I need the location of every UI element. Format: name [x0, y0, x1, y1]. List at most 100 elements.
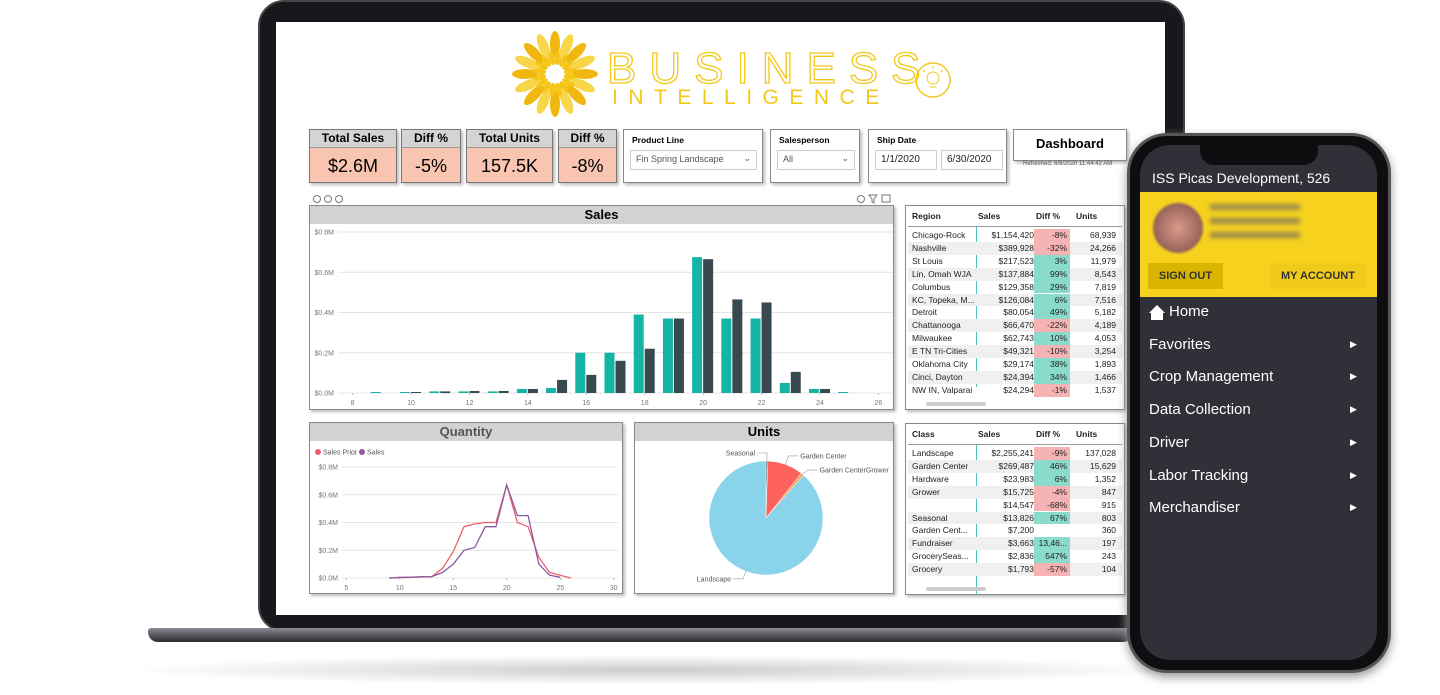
my-account-button[interactable]: MY ACCOUNT	[1270, 263, 1366, 289]
refreshed: Refreshed: 6/8/2020 11:44:42 AM	[1023, 161, 1113, 167]
menu-item[interactable]: Driver	[1149, 433, 1189, 451]
menu-item[interactable]: Favorites	[1149, 335, 1211, 353]
logo-petal	[535, 78, 548, 88]
table-cell: $23,983	[1003, 473, 1034, 484]
dropdown-value: All	[783, 154, 794, 164]
column-header: Sales	[978, 429, 1001, 439]
x-tick-label: 20	[503, 585, 511, 592]
legend-label: Sales Prior	[323, 450, 358, 457]
legend-marker	[315, 449, 321, 455]
bar	[673, 318, 684, 393]
menu-item[interactable]: Home	[1169, 303, 1210, 320]
menu-arrow: ▶	[1350, 469, 1357, 480]
menu-item[interactable]: Labor Tracking	[1149, 466, 1249, 484]
table-cell: 197	[1101, 538, 1116, 549]
bar	[557, 379, 568, 393]
table-cell: Chattanooga	[912, 320, 961, 331]
bar	[516, 388, 527, 393]
quantity-card: Quantity $0.0M $0.2M $0.4M $0.6M $0.8M 5 10 15 20…	[309, 422, 623, 594]
bar	[721, 318, 732, 393]
y-tick-label: $0.6M	[315, 270, 335, 277]
table-cell: 4,189	[1094, 320, 1116, 331]
table-cell: -32%	[1034, 241, 1070, 255]
date-input[interactable]: 6/30/2020	[941, 150, 1003, 170]
x-tick-label: 25	[556, 585, 564, 592]
logo-petal	[536, 34, 551, 59]
units-chart: Seasonal Garden Center Garden CenterGrower…	[697, 451, 890, 584]
header-rule	[908, 226, 1122, 227]
table-cell: $3,663	[1008, 538, 1034, 549]
menu-item[interactable]: Crop Management	[1149, 368, 1274, 386]
table-cell: 15,629	[1090, 460, 1116, 471]
leader-line	[757, 452, 768, 462]
column-rule	[976, 227, 977, 387]
table-cell: 915	[1101, 499, 1116, 510]
pie-label: Landscape	[697, 576, 731, 583]
header-rule	[908, 444, 1122, 445]
y-tick-label: $0.0M	[315, 391, 335, 398]
bar	[400, 391, 411, 393]
bar	[790, 371, 801, 393]
logo-title: BUSINESS	[606, 43, 934, 93]
table-cell: 29%	[1034, 280, 1070, 294]
bar	[469, 390, 480, 393]
bar	[575, 352, 586, 393]
column-header: Units	[1076, 211, 1098, 221]
dropdown[interactable]: Fin Spring Landscape ⌄	[630, 150, 757, 170]
menu-item[interactable]: Data Collection	[1149, 401, 1251, 419]
column-header: Units	[1076, 429, 1098, 439]
table-cell: 13,46...	[1034, 537, 1070, 551]
bar	[458, 391, 469, 393]
dropdown[interactable]: All ⌄	[777, 150, 855, 170]
table-cell: $66,470	[1003, 320, 1034, 331]
table-cell: 547%	[1034, 550, 1070, 564]
table-cell: $2,255,241	[991, 448, 1034, 458]
column-header: Diff %	[1036, 211, 1061, 221]
table-cell: Lin, Omah WJA	[912, 268, 972, 279]
bar	[411, 391, 422, 393]
pie-slice	[708, 460, 824, 576]
toolbar	[313, 194, 891, 204]
chart-title: Sales	[310, 206, 893, 224]
bar	[615, 360, 626, 393]
table-cell: 7,516	[1094, 294, 1116, 305]
units-card: Units Seasonal Garden Center Garden CenterG…	[634, 422, 894, 594]
bar	[429, 391, 440, 393]
date-input[interactable]: 1/1/2020	[875, 150, 937, 170]
phone-header: ISS Picas Development, 526	[1152, 170, 1331, 186]
logo-petal	[523, 42, 544, 63]
bar	[750, 318, 761, 393]
table-cell: $62,743	[1003, 333, 1034, 344]
bar	[586, 374, 597, 393]
logo-petal	[512, 69, 538, 79]
logo-petal	[559, 89, 574, 114]
scrollbar	[926, 587, 986, 591]
table-cell: St Louis	[912, 255, 943, 266]
table-cell: 360	[1101, 525, 1116, 536]
kpi-value: -5%	[414, 156, 447, 176]
table-cell: Oklahoma City	[912, 359, 968, 369]
menu-item[interactable]: Merchandiser	[1149, 499, 1240, 517]
logo-petal	[515, 78, 540, 93]
logo-petal	[562, 78, 575, 88]
x-tick-label: 12	[466, 400, 474, 407]
dashboard-button[interactable]: Dashboard	[1013, 129, 1127, 161]
filter: Product Line Fin Spring Landscape ⌄	[623, 129, 763, 183]
line	[389, 482, 572, 579]
logo-petal	[570, 78, 595, 93]
table-cell: $49,321	[1003, 346, 1034, 357]
table-cell: $24,394	[1003, 371, 1034, 382]
line	[389, 482, 561, 579]
bar	[498, 390, 509, 393]
sign-out-button[interactable]: SIGN OUT	[1148, 263, 1223, 289]
table-cell: 3%	[1034, 254, 1070, 268]
table-cell: 68,939	[1090, 230, 1116, 240]
table-cell: $137,884	[998, 268, 1034, 279]
column-header: Class	[912, 429, 935, 439]
table-cell: 24,266	[1090, 242, 1116, 253]
table-cell: 11,979	[1090, 255, 1116, 266]
table-cell: 1,537	[1094, 384, 1116, 395]
menu-arrow: ▶	[1350, 502, 1357, 513]
table-cell: 34%	[1034, 370, 1070, 384]
